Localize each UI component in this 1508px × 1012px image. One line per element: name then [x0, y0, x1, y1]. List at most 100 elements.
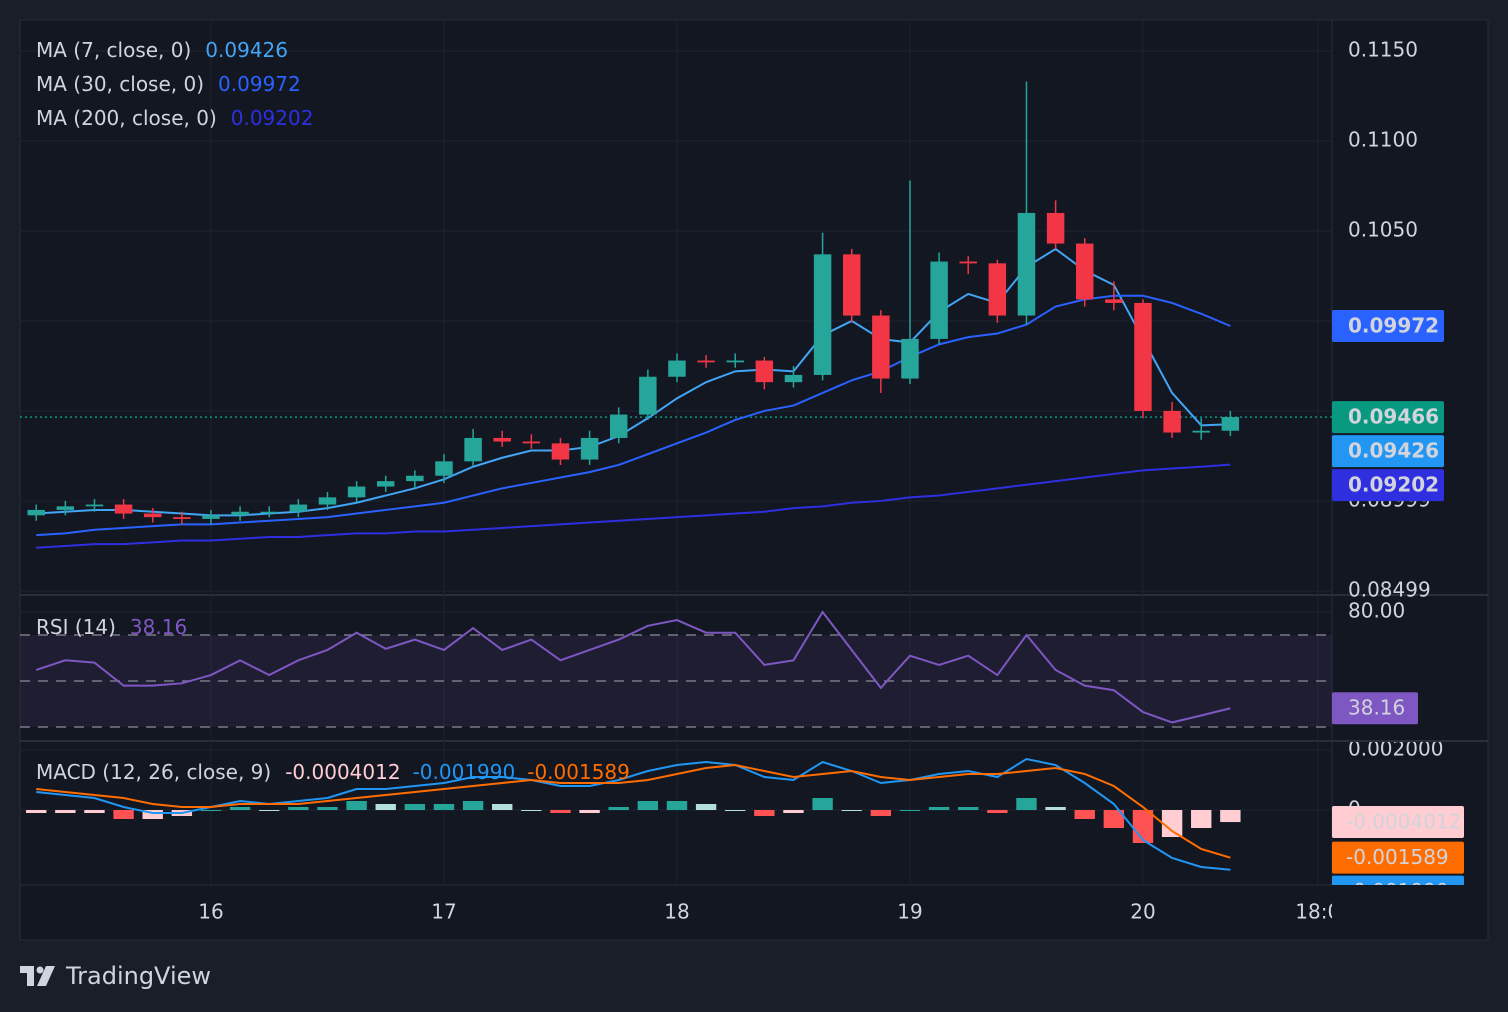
macd-histogram-bar [695, 804, 717, 811]
candle-body [697, 360, 715, 363]
candle-body [726, 360, 744, 363]
macd-histogram-bar [1220, 810, 1241, 823]
y-tick-label: 0.002000 [1348, 737, 1443, 761]
legend-value: -0.0004012 [285, 760, 400, 784]
candle-body [143, 513, 162, 518]
price-badge [1332, 841, 1464, 874]
macd-histogram-bar [987, 810, 1008, 814]
candle-body [522, 441, 541, 444]
rsi-pane [20, 610, 1332, 728]
macd-histogram-bar [958, 807, 979, 811]
legend-name: RSI (14) [36, 615, 116, 639]
price-badge-label: 0.09972 [1348, 313, 1439, 337]
candle-body [114, 504, 133, 514]
legend-value: 0.09202 [231, 106, 314, 130]
legend-name: MA (7, close, 0) [36, 38, 191, 62]
price-badge [1332, 435, 1444, 468]
candle-body [289, 504, 308, 512]
macd-histogram-bar [200, 810, 222, 812]
macd-histogram-bar [550, 810, 571, 814]
macd-histogram-bar [783, 810, 804, 814]
candle-body [1163, 410, 1181, 433]
price-badge-label: 0.09426 [1348, 439, 1439, 463]
macd-histogram-bar [113, 810, 134, 820]
candle-body [668, 360, 686, 377]
candle-body [639, 376, 657, 415]
legend-value: -0.001990 [413, 760, 516, 784]
candle-body [493, 437, 511, 442]
macd-histogram-bar [229, 807, 251, 811]
candle-body [318, 497, 337, 505]
legend-name: MACD (12, 26, close, 9) [36, 760, 271, 784]
macd-histogram-bar [404, 804, 426, 811]
y-tick-label: 80.00 [1348, 599, 1405, 623]
price-badge [1332, 309, 1444, 342]
macd-histogram-bar [928, 807, 950, 811]
macd-histogram-bar [375, 804, 396, 811]
price-badge-label: -0.0004012 [1346, 810, 1461, 834]
legend-entry: MA (200, close, 0) 0.09202 [36, 106, 313, 130]
brand-logo [20, 966, 55, 986]
macd-histogram-bar [812, 798, 833, 811]
macd-histogram-bar [84, 810, 105, 814]
candle-body [347, 486, 366, 498]
candle-body [1221, 417, 1240, 431]
x-tick-label: 18:0 [1295, 900, 1340, 924]
price-badge-label: -0.001589 [1346, 845, 1449, 869]
macd-histogram-bar [317, 807, 338, 811]
candle-body [406, 475, 424, 482]
x-tick-label: 17 [431, 900, 456, 924]
candle-body [231, 511, 249, 516]
macd-histogram-bar [1161, 810, 1183, 838]
candle-body [842, 254, 861, 316]
price-pane [20, 81, 1332, 549]
price-badge [1332, 875, 1464, 885]
candle-body [901, 338, 919, 379]
macd-badges: -0.0004012 -0.001589 -0.001990 [1332, 806, 1464, 903]
candle-body [1105, 299, 1123, 303]
price-badge [1332, 469, 1444, 502]
x-tick-label: 20 [1130, 900, 1155, 924]
macd-histogram-bar [841, 810, 862, 812]
macd-histogram-bar [637, 801, 659, 811]
macd-histogram-bar [26, 810, 47, 814]
x-tick-label: 18 [664, 900, 689, 924]
macd-histogram-bar [462, 801, 484, 811]
candle-body [435, 461, 453, 476]
candle-body [1192, 430, 1210, 433]
candle-body [813, 254, 832, 375]
candle-body [755, 360, 774, 383]
ma-line [36, 294, 1231, 537]
price-badge [1332, 401, 1444, 434]
macd-histogram-bar [346, 801, 367, 811]
signal-line [36, 763, 1231, 859]
chart-panel [19, 19, 1489, 941]
macd-histogram-bar [870, 810, 892, 817]
macd-histogram-bar [1191, 810, 1212, 829]
x-tick-label: 19 [897, 900, 922, 924]
price-badge-label: 0.09202 [1348, 473, 1439, 497]
macd-histogram-bar [55, 810, 76, 814]
macd-histogram-bar [754, 810, 775, 817]
candle-body [930, 261, 948, 339]
macd-line [36, 757, 1231, 871]
y-tick-label: 0.1100 [1348, 127, 1418, 151]
macd-pane [26, 757, 1241, 871]
y-tick-label: 0.08499 [1348, 578, 1431, 602]
candle-body [609, 414, 628, 438]
y-tick-label: 0.1150 [1348, 37, 1418, 61]
macd-histogram-bar [1103, 810, 1125, 829]
legend-name: MA (200, close, 0) [36, 106, 217, 130]
candle-body [260, 511, 278, 514]
price-badge [1332, 806, 1464, 839]
y-tick-label: 0.1050 [1348, 217, 1418, 241]
macd-histogram-bar [433, 804, 455, 811]
macd-histogram-bar [666, 801, 688, 811]
macd-histogram-bar [521, 810, 542, 812]
legend-entry: RSI (14) 38.16 [36, 615, 187, 639]
price-badge-label: -0.001990 [1346, 879, 1449, 903]
legend-value: 0.09426 [205, 38, 288, 62]
macd-histogram-bar [259, 810, 280, 812]
